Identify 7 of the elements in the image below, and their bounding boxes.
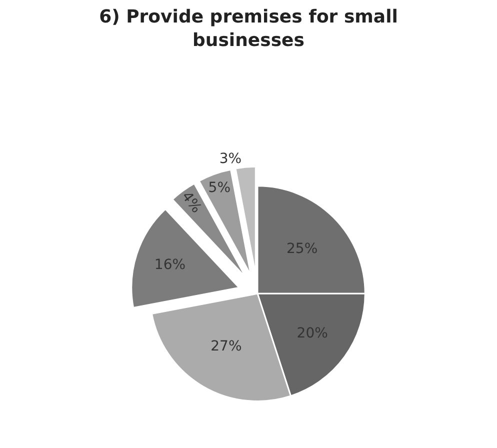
data-label: 16% xyxy=(154,257,186,274)
chart-title: 6) Provide premises for small businesses xyxy=(99,6,398,51)
data-label: 4% xyxy=(178,188,204,216)
data-label: 27% xyxy=(210,338,242,355)
data-label: 3% xyxy=(219,151,242,168)
data-label: 5% xyxy=(208,180,231,196)
data-label: 25% xyxy=(286,240,318,257)
